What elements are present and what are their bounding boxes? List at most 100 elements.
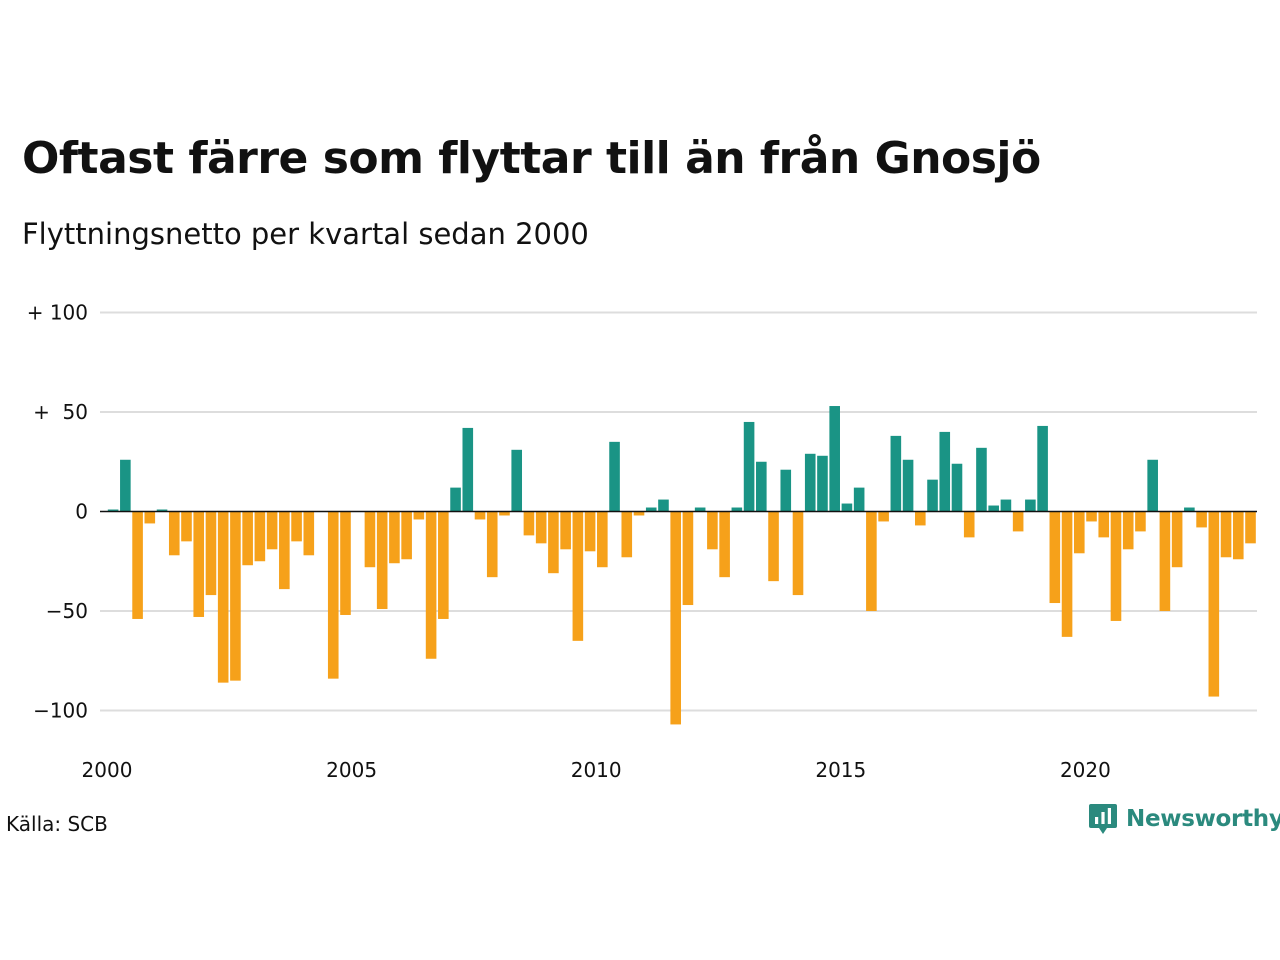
- bar: [1220, 511, 1232, 558]
- bar: [939, 431, 951, 512]
- bar: [486, 511, 498, 578]
- bar: [1208, 511, 1220, 697]
- bar: [780, 469, 792, 512]
- bar: [1025, 499, 1036, 512]
- bar: [242, 511, 253, 566]
- bar: [829, 406, 840, 512]
- bar: [340, 511, 351, 615]
- bar: [866, 511, 877, 611]
- chart-title: Oftast färre som flyttar till än från Gn…: [22, 133, 1041, 184]
- bar: [645, 507, 657, 512]
- bar: [817, 455, 828, 512]
- bar: [266, 511, 278, 550]
- x-tick-label: 2020: [1060, 758, 1111, 782]
- x-tick-label: 2015: [815, 758, 866, 782]
- bar: [1073, 511, 1085, 554]
- bar: [890, 435, 902, 512]
- bar: [462, 427, 474, 512]
- bar: [1000, 499, 1012, 512]
- bar: [438, 511, 449, 619]
- bar: [609, 441, 620, 512]
- bar: [572, 511, 584, 641]
- bar: [853, 487, 865, 512]
- bar: [682, 511, 694, 606]
- bar: [474, 511, 486, 520]
- bar: [743, 421, 755, 512]
- bar: [1196, 511, 1207, 528]
- bar: [768, 511, 779, 582]
- bar: [254, 511, 266, 562]
- y-tick-label: 0: [75, 500, 88, 524]
- bar: [976, 447, 987, 512]
- bars: [107, 406, 1256, 725]
- bar: [988, 505, 999, 512]
- bar: [364, 511, 376, 568]
- bar: [535, 511, 547, 544]
- y-tick-label: + 50: [33, 400, 88, 424]
- bar: [1245, 511, 1256, 544]
- bar: [1110, 511, 1122, 621]
- brand-logo: Newsworthy: [1088, 802, 1280, 836]
- bar: [1037, 425, 1048, 512]
- bar: [1098, 511, 1110, 538]
- bar: [560, 511, 571, 550]
- bar: [878, 511, 889, 522]
- bar: [841, 503, 853, 512]
- bar: [915, 511, 926, 526]
- y-tick-label: −100: [33, 699, 88, 723]
- x-tick-label: 2010: [571, 758, 622, 782]
- bar: [107, 509, 119, 512]
- bar: [193, 511, 205, 617]
- bar: [217, 511, 229, 683]
- bar: [1049, 511, 1061, 604]
- bar: [1061, 511, 1073, 637]
- bar: [927, 479, 938, 512]
- bar: [963, 511, 975, 538]
- bar: [413, 511, 425, 520]
- bar: [658, 499, 669, 512]
- bar: [230, 511, 241, 681]
- bar: [621, 511, 633, 558]
- x-tick-labels: 2000 2005 2010 2015 2020: [82, 758, 1111, 782]
- bar: [523, 511, 535, 536]
- bar: [1171, 511, 1183, 568]
- bar: [389, 511, 400, 564]
- y-tick-label: + 100: [27, 301, 88, 325]
- bar: [499, 511, 510, 516]
- source-note: Källa: SCB: [6, 812, 108, 836]
- bar: [584, 511, 596, 552]
- bar: [327, 511, 339, 679]
- bar: [670, 511, 681, 725]
- bar: [719, 511, 730, 578]
- x-tick-label: 2005: [326, 758, 377, 782]
- bar: [731, 507, 743, 512]
- bar: [450, 487, 461, 512]
- bar: [1184, 507, 1195, 512]
- newsworthy-icon: [1089, 804, 1117, 834]
- bar: [205, 511, 217, 596]
- bar: [1232, 511, 1244, 560]
- bar: [144, 511, 156, 524]
- bar: [694, 507, 706, 512]
- bar: [548, 511, 559, 574]
- bar: [291, 511, 302, 542]
- bar: [376, 511, 388, 610]
- y-tick-label: −50: [46, 599, 88, 623]
- bar: [1012, 511, 1024, 532]
- bar: [303, 511, 315, 556]
- bar: [132, 511, 143, 619]
- bar: [1159, 511, 1171, 611]
- bar: [792, 511, 804, 596]
- bar: [804, 453, 816, 512]
- x-tick-label: 2000: [82, 758, 133, 782]
- bar: [597, 511, 608, 568]
- bar: [1147, 459, 1158, 512]
- bar: [1086, 511, 1097, 522]
- bar: [951, 463, 963, 512]
- chart-subtitle: Flyttningsnetto per kvartal sedan 2000: [22, 217, 589, 251]
- bar: [1135, 511, 1146, 532]
- bar: [120, 459, 131, 512]
- bar: [1122, 511, 1134, 550]
- bar: [633, 511, 645, 516]
